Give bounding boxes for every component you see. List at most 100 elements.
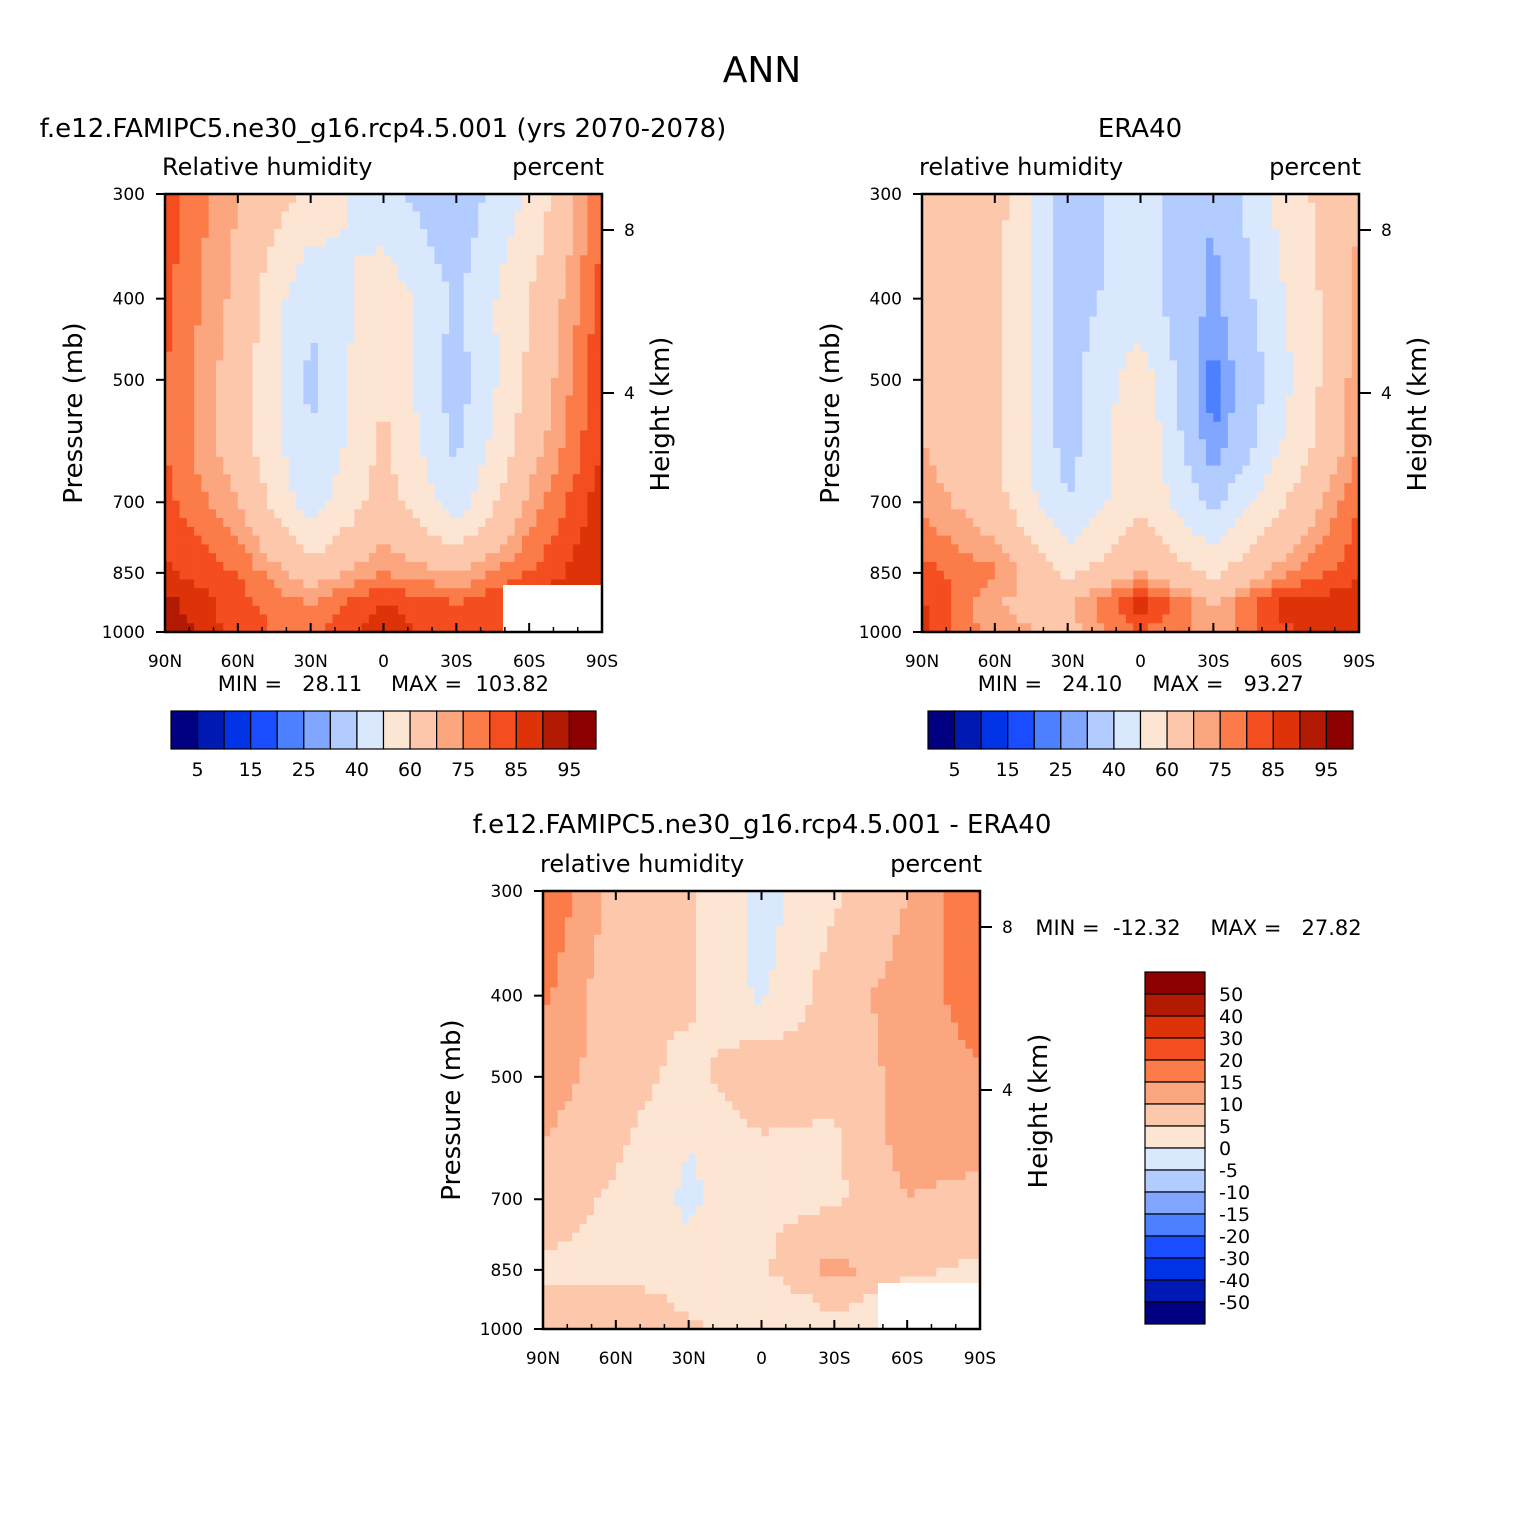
heatmap-cell <box>1351 404 1360 414</box>
heatmap-cell <box>383 518 392 528</box>
heatmap-cell <box>288 509 297 519</box>
heatmap-cell <box>237 386 246 397</box>
heatmap-cell <box>332 456 341 467</box>
heatmap-cell <box>587 500 596 510</box>
heatmap-cell <box>521 377 530 388</box>
heatmap-cell <box>310 220 319 230</box>
heatmap-cell <box>1264 342 1273 353</box>
heatmap-cell <box>230 307 239 318</box>
heatmap-cell <box>449 360 457 370</box>
heatmap-cell <box>405 272 414 283</box>
heatmap-cell <box>500 535 508 545</box>
heatmap-cell <box>1271 237 1280 248</box>
heatmap-cell <box>332 377 341 388</box>
heatmap-cell <box>980 246 989 256</box>
heatmap-cell <box>317 342 326 353</box>
heatmap-cell <box>1133 281 1142 291</box>
heatmap-cell <box>434 561 443 572</box>
heatmap-cell <box>1227 211 1236 221</box>
heatmap-cell <box>1242 316 1251 326</box>
heatmap-cell <box>172 570 181 581</box>
heatmap-cell <box>1009 439 1018 449</box>
heatmap-cell <box>1089 202 1098 213</box>
heatmap-cell <box>1125 272 1134 283</box>
heatmap-cell <box>398 281 406 291</box>
heatmap-cell <box>186 202 195 213</box>
heatmap-cell <box>1140 413 1149 423</box>
heatmap-cell <box>172 413 181 423</box>
heatmap-cell <box>1198 307 1207 318</box>
heatmap-cell <box>536 255 545 265</box>
heatmap-cell <box>383 509 392 519</box>
heatmap-cell <box>259 246 268 256</box>
heatmap-cell <box>1125 448 1134 458</box>
heatmap-cell <box>405 395 414 405</box>
heatmap-cell <box>368 325 377 335</box>
heatmap-cell <box>558 386 567 397</box>
heatmap-cell <box>1155 342 1163 353</box>
heatmap-cell <box>325 544 334 554</box>
heatmap-cell <box>1111 369 1120 379</box>
heatmap-cell <box>361 596 370 607</box>
heatmap-cell <box>521 351 530 362</box>
heatmap-cell <box>230 570 239 581</box>
heatmap-cell <box>383 596 392 607</box>
heatmap-cell <box>1286 421 1295 432</box>
heatmap-cell <box>594 500 603 510</box>
heatmap-cell <box>1176 430 1185 440</box>
heatmap-cell <box>266 526 275 537</box>
heatmap-cell <box>1096 448 1105 458</box>
heatmap-cell <box>929 255 938 265</box>
heatmap-cell <box>1060 334 1069 344</box>
heatmap-cell <box>1322 229 1331 239</box>
heatmap-cell <box>529 561 538 572</box>
heatmap-cell <box>1111 342 1120 353</box>
heatmap-cell <box>1191 395 1200 405</box>
heatmap-cell <box>551 456 559 467</box>
heatmap-cell <box>1308 272 1316 283</box>
heatmap-cell <box>1016 465 1025 475</box>
heatmap-cell <box>1184 439 1193 449</box>
heatmap-cell <box>572 430 581 440</box>
heatmap-cell <box>354 395 363 405</box>
heatmap-cell <box>434 439 443 449</box>
heatmap-cell <box>1206 220 1214 230</box>
heatmap-cell <box>580 509 589 519</box>
heatmap-cell <box>361 500 370 510</box>
heatmap-cell <box>281 526 290 537</box>
heatmap-cell <box>259 299 268 309</box>
heatmap-cell <box>354 220 363 230</box>
heatmap-cell <box>1315 299 1324 309</box>
heatmap-cell <box>492 553 501 563</box>
heatmap-cell <box>1329 229 1338 239</box>
heatmap-cell <box>1111 237 1120 248</box>
heatmap-cell <box>376 483 385 493</box>
heatmap-cell <box>1074 299 1083 309</box>
heatmap-cell <box>427 369 436 379</box>
heatmap-cell <box>194 448 203 458</box>
heatmap-cell <box>398 229 406 239</box>
heatmap-cell <box>186 377 195 388</box>
heatmap-cell <box>485 334 494 344</box>
heatmap-cell <box>332 596 341 607</box>
heatmap-cell <box>1023 211 1032 221</box>
heatmap-cell <box>1300 246 1309 256</box>
heatmap-cell <box>1344 404 1353 414</box>
heatmap-cell <box>1344 211 1353 221</box>
heatmap-cell <box>514 360 523 370</box>
heatmap-cell <box>245 465 253 475</box>
heatmap-cell <box>296 272 304 283</box>
heatmap-cell <box>1162 237 1171 248</box>
heatmap-cell <box>1344 281 1353 291</box>
heatmap-cell <box>558 369 567 379</box>
heatmap-cell <box>1184 421 1193 432</box>
heatmap-cell <box>405 491 414 502</box>
heatmap-cell <box>1118 456 1127 467</box>
heatmap-cell <box>1271 325 1280 335</box>
heatmap-cell <box>383 202 392 213</box>
heatmap-cell <box>1329 395 1338 405</box>
heatmap-cell <box>296 360 304 370</box>
heatmap-cell <box>427 579 436 589</box>
heatmap-cell <box>958 369 967 379</box>
heatmap-cell <box>1227 237 1236 248</box>
